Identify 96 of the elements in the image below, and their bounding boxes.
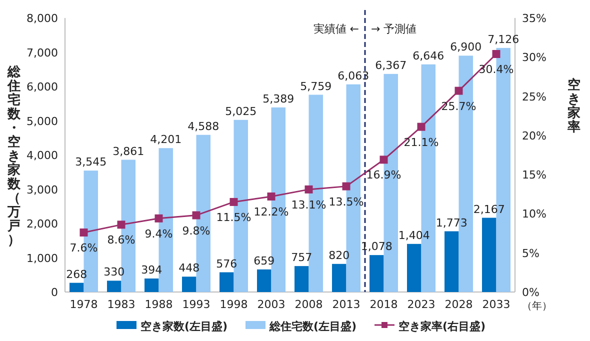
point xyxy=(417,122,426,131)
data-label: 6,900 xyxy=(450,40,482,54)
legend-label: 総住宅数(左目盛) xyxy=(268,320,357,333)
data-label: 25.7% xyxy=(441,100,476,113)
x-tick-label: 2013 xyxy=(332,298,360,311)
legend-label: 空き家率(右目盛) xyxy=(398,320,486,333)
bar xyxy=(482,218,496,292)
data-label: 5,389 xyxy=(262,92,294,106)
x-tick-label: 2018 xyxy=(370,298,398,311)
data-label: 3,545 xyxy=(75,156,107,169)
data-label: 11.5% xyxy=(216,210,252,224)
x-tick-label: 1998 xyxy=(220,298,248,311)
point xyxy=(154,214,163,222)
y2-tick-label: 5% xyxy=(522,246,540,260)
data-label: 13.5% xyxy=(328,195,364,208)
data-label: 6,367 xyxy=(375,58,407,72)
data-label: 16.9% xyxy=(366,168,402,182)
data-label: 13.1% xyxy=(291,198,326,212)
data-label: 21.1% xyxy=(404,136,439,149)
data-label: 3,861 xyxy=(112,144,144,158)
data-label: 268 xyxy=(66,268,88,281)
y2-tick-label: 0% xyxy=(522,286,540,299)
x-tick-label: 2028 xyxy=(444,298,473,311)
data-label: 9.4% xyxy=(144,227,173,240)
x-axis-title: （年） xyxy=(522,300,552,312)
y2-axis-title: 空き家率 xyxy=(566,77,580,135)
data-label: 448 xyxy=(178,262,200,275)
data-label: 659 xyxy=(254,254,275,268)
point xyxy=(117,220,126,229)
bar xyxy=(332,264,346,292)
data-label: 7,126 xyxy=(488,32,520,46)
point xyxy=(304,185,313,194)
bar xyxy=(182,276,196,292)
y-tick-label: 5,000 xyxy=(26,114,58,128)
bar xyxy=(107,280,122,292)
y-tick-label: 0 xyxy=(51,286,58,299)
annotation: 実績値 ← xyxy=(313,22,359,36)
data-label: 4,588 xyxy=(188,120,220,133)
x-tick-label: 2023 xyxy=(407,298,436,311)
x-tick-label: 1978 xyxy=(70,298,98,311)
data-label: 8.6% xyxy=(107,234,136,247)
data-label: 330 xyxy=(104,266,125,279)
data-label: 1,773 xyxy=(436,216,468,230)
data-label: 12.2% xyxy=(254,205,289,218)
data-label: 7.6% xyxy=(70,242,98,255)
data-label: 5,025 xyxy=(225,104,257,118)
point xyxy=(267,192,276,200)
data-label: 820 xyxy=(328,248,350,262)
point xyxy=(342,182,350,190)
x-tick-label: 1993 xyxy=(182,298,210,311)
y2-tick-label: 10% xyxy=(522,208,546,221)
y-tick-label: 1,000 xyxy=(26,252,58,265)
data-label: 5,759 xyxy=(300,80,332,93)
y-tick-label: 6,000 xyxy=(26,80,58,94)
x-tick-label: 2008 xyxy=(294,298,323,311)
point xyxy=(492,50,500,58)
text: 総住宅数・空き家数（万戸） xyxy=(8,65,20,248)
point xyxy=(380,156,388,164)
data-label: 394 xyxy=(141,264,162,277)
y-tick-label: 8,000 xyxy=(26,12,58,25)
x-tick-label: 2003 xyxy=(257,298,286,311)
bar xyxy=(144,278,159,292)
y2-tick-label: 30% xyxy=(522,51,546,64)
data-label: 576 xyxy=(216,257,238,270)
bar xyxy=(370,255,384,292)
data-label: 4,201 xyxy=(150,133,182,146)
bar xyxy=(257,269,272,292)
point xyxy=(454,86,463,95)
bar xyxy=(70,282,84,292)
x-tick-label: 2033 xyxy=(482,298,510,311)
data-label: 1,404 xyxy=(398,228,430,242)
bar xyxy=(407,244,422,292)
y-tick-label: 2,000 xyxy=(26,218,58,230)
data-label: 9.8% xyxy=(182,224,210,238)
data-label: 1,078 xyxy=(360,240,392,254)
data-label: 6,646 xyxy=(412,49,444,62)
point xyxy=(230,198,238,206)
y2-tick-label: 20% xyxy=(522,129,546,142)
y2-tick-label: 15% xyxy=(522,168,546,182)
bar xyxy=(294,266,309,292)
legend-label: 空き家数(左目盛) xyxy=(140,320,228,333)
annotation: → 予測値 xyxy=(371,22,417,36)
y-tick-label: 3,000 xyxy=(26,183,58,196)
bar xyxy=(444,231,459,292)
point xyxy=(80,228,88,237)
x-tick-label: 1988 xyxy=(144,298,173,311)
data-label: 757 xyxy=(291,251,312,264)
y2-tick-label: 35% xyxy=(522,12,546,25)
data-label: 30.4% xyxy=(478,63,514,76)
x-tick-label: 1983 xyxy=(107,298,136,311)
y-tick-label: 7,000 xyxy=(26,46,58,60)
y-tick-label: 4,000 xyxy=(26,149,58,162)
point xyxy=(192,211,200,220)
bar xyxy=(220,272,234,292)
data-label: 2,167 xyxy=(473,202,505,216)
y2-tick-label: 25% xyxy=(522,90,546,104)
